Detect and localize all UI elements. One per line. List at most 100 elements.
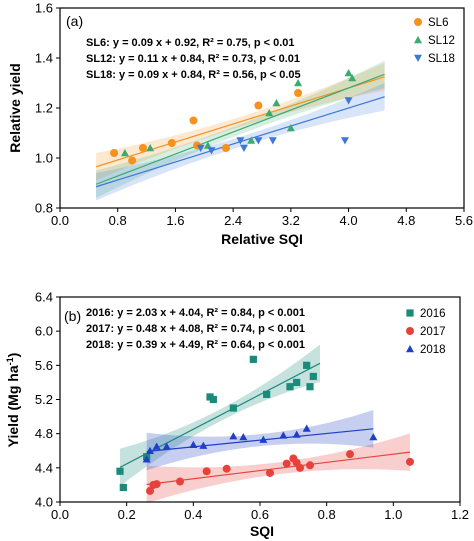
a-legend-marker-SL18 [414,54,422,62]
panel-b-confidence-bands [120,344,410,504]
b-point-2016-7 [263,390,271,398]
b-y-tick-label: 4.8 [35,426,53,441]
b-point-2016-6 [249,355,257,363]
a-legend-label-SL12: SL12 [428,35,455,47]
a-point-SL6-8 [294,89,303,97]
a-x-tick-label: 3.2 [282,213,300,228]
a-y-tick-label: 1.0 [35,151,53,166]
b-point-2016-5 [229,404,237,412]
a-legend-marker-SL12 [414,36,422,44]
a-point-SL18-3 [239,144,248,152]
b-point-2016-4 [209,395,217,404]
a-legend-marker-SL6 [414,18,422,26]
a-point-SL12-0 [120,149,129,157]
a-fit-line-SL12 [95,73,385,185]
b-point-2018-7 [239,433,248,441]
b-point-2017-12 [346,450,354,459]
b-point-2018-10 [292,430,301,438]
b-x-tick-label: 0.2 [118,507,136,522]
a-point-SL18-0 [196,144,205,152]
b-point-2017-4 [202,467,211,476]
b-y-tick-label: 6.0 [35,324,53,339]
b-point-2017-5 [222,464,231,473]
b-point-2017-2 [152,480,161,489]
panel-b-y-axis-title: Yield (Mg ha-1) [5,353,21,448]
panel-a-y-axis-title: Relative yield [7,63,23,153]
a-point-SL18-5 [268,137,277,145]
b-point-2018-8 [259,435,268,443]
b-x-tick-label: 0.4 [184,507,202,522]
a-point-SL12-4 [265,109,274,117]
b-legend-marker-2017 [406,327,414,335]
a-y-tick-label: 1.4 [35,51,53,66]
b-point-2016-12 [309,372,317,381]
a-x-tick-label: 0.0 [51,213,69,228]
a-point-SL6-4 [189,116,198,125]
panel-b-y-axis-title-superscript: -1 [5,357,15,365]
panel-a-equation-sl6: SL6: y = 0.09 x + 0.92, R² = 0.75, p < 0… [86,37,295,49]
panel-a-legend: SL6 SL12 SL18 [414,17,455,65]
a-point-SL6-6 [221,144,230,152]
b-point-2017-10 [296,463,304,472]
a-point-SL18-1 [207,147,216,155]
a-point-SL6-7 [254,101,263,110]
panel-a-x-ticks: 0.0 0.8 1.6 2.4 3.2 4.0 4.8 5.6 [51,208,473,228]
panel-b-y-axis-title-end: ) [5,353,21,358]
b-point-2017-3 [176,477,184,486]
a-y-tick-label: 0.8 [35,201,53,216]
a-point-SL18-4 [254,137,263,145]
b-point-2016-8 [286,383,294,391]
b-point-2018-6 [229,432,238,440]
a-legend-label-SL18: SL18 [428,53,455,65]
panel-a-equation-sl12: SL12: y = 0.11 x + 0.84, R² = 0.73, p < … [86,53,300,65]
b-point-2017-13 [406,457,414,466]
b-point-2018-3 [162,442,171,450]
b-x-tick-label: 1.2 [451,507,469,522]
a-x-tick-label: 2.4 [224,213,242,228]
a-point-SL18-6 [340,137,349,145]
panel-b-equation-2018: 2018: y = 0.39 x + 4.49, R² = 0.64, p < … [86,339,305,351]
b-point-2016-10 [303,361,311,369]
b-point-2016-11 [306,383,314,391]
panel-a-equation-sl18: SL18: y = 0.09 x + 0.84, R² = 0.56, p < … [86,69,301,81]
b-x-tick-label: 1.0 [384,507,402,522]
b-y-tick-label: 4.0 [35,495,53,510]
a-point-SL12-5 [272,99,281,107]
b-y-tick-label: 6.4 [35,290,53,305]
a-point-SL6-1 [128,156,137,165]
b-point-2016-0 [116,467,124,475]
b-x-tick-label: 0.0 [51,507,69,522]
b-point-2018-0 [142,455,151,463]
a-point-SL12-8 [344,69,353,77]
a-point-SL12-6 [286,124,295,132]
panel-b-y-ticks: 4.0 4.4 4.8 5.2 5.6 6.0 6.4 [35,290,60,510]
a-point-SL12-7 [294,79,303,87]
a-point-SL12-1 [146,144,155,152]
a-point-SL12-9 [348,74,357,82]
panel-b-legend: 2016 2017 2018 [406,308,446,356]
a-x-tick-label: 4.0 [340,213,358,228]
b-point-2018-12 [369,433,378,441]
b-fit-line-2016 [119,362,321,468]
b-point-2018-2 [152,442,161,450]
a-point-SL18-7 [344,97,353,105]
b-legend-label-2017: 2017 [420,326,446,338]
b-point-2018-4 [189,440,198,448]
a-point-SL12-2 [203,141,212,149]
b-y-tick-label: 5.2 [35,392,53,407]
b-fit-line-2018 [146,428,374,453]
b-point-2018-9 [279,431,288,439]
b-legend-label-2018: 2018 [420,344,446,356]
b-x-tick-label: 0.6 [251,507,269,522]
a-x-tick-label: 5.6 [455,213,473,228]
b-point-2016-1 [119,483,127,492]
a-x-tick-label: 0.8 [109,213,127,228]
a-x-tick-label: 1.6 [166,213,184,228]
a-y-tick-label: 1.2 [35,101,53,116]
panel-b-y-axis-title-main: Yield (Mg ha [5,365,21,447]
a-point-SL6-2 [138,144,147,152]
panel-b-equation-2016: 2016: y = 2.03 x + 4.04, R² = 0.84, p < … [86,307,305,319]
b-point-2018-1 [146,446,154,454]
a-y-tick-label: 1.6 [35,1,53,16]
